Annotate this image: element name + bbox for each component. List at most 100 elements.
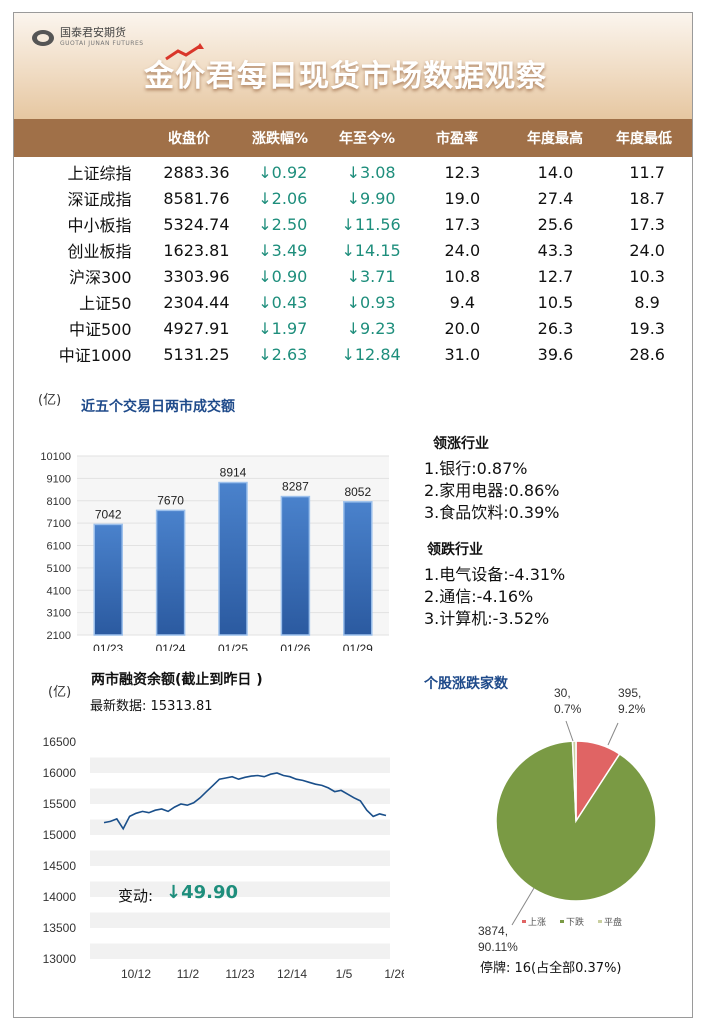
cell-chg: ↓0.43 xyxy=(258,292,308,312)
leading-up-item: 1.银行:0.87% xyxy=(424,459,528,478)
bar-value-label: 7670 xyxy=(157,493,184,507)
cell-low: 17.3 xyxy=(629,214,665,234)
suspend-text: 停牌: 16(占全部0.37%) xyxy=(480,961,622,976)
grid-band xyxy=(90,757,390,773)
legend-swatch xyxy=(522,920,526,923)
y-tick-label: 13500 xyxy=(43,921,77,935)
col-year-low: 年度最低 xyxy=(616,131,672,147)
cell-ytd: ↓3.08 xyxy=(346,162,396,182)
x-tick-label: 01/24 xyxy=(156,642,186,651)
margin-latest-value: 15313.81 xyxy=(150,699,213,714)
legend-label: 平盘 xyxy=(604,916,622,927)
leader-line xyxy=(511,887,535,926)
y-tick-label: 15000 xyxy=(43,828,77,842)
leading-down-item: 1.电气设备:-4.31% xyxy=(424,565,566,584)
leading-down-item: 2.通信:-4.16% xyxy=(424,587,534,606)
legend-swatch xyxy=(560,920,564,923)
cell-close: 5131.25 xyxy=(163,344,230,364)
cell-chg: ↓0.92 xyxy=(258,162,308,182)
y-tick-label: 16000 xyxy=(43,766,77,780)
y-tick-label: 8100 xyxy=(47,496,71,508)
y-tick-label: 14500 xyxy=(43,859,77,873)
cell-close: 2304.44 xyxy=(163,292,230,312)
volume-bar-chart: 2100 3100 4100 5100 6100 7100 8100 9100 10100 704… xyxy=(40,451,389,651)
slice-label: 90.11% xyxy=(478,940,518,954)
grid-band xyxy=(90,850,390,866)
trend-arrow-icon xyxy=(165,43,204,61)
cell-chg: ↓3.49 xyxy=(258,240,308,260)
table-row: 沪深300 3303.96 ↓0.90 ↓3.71 10.8 12.7 10.3 xyxy=(14,263,692,289)
x-tick-label: 1/5 xyxy=(336,967,353,979)
cell-name: 深证成指 xyxy=(67,190,132,209)
cell-chg: ↓2.06 xyxy=(258,188,308,208)
leading-up-item: 2.家用电器:0.86% xyxy=(424,481,560,500)
title-main: 每日现货市场数据观察 xyxy=(237,59,547,94)
x-tick-label: 01/25 xyxy=(218,642,248,651)
cell-high: 25.6 xyxy=(537,214,574,234)
grid-band xyxy=(90,788,390,804)
y-tick-label: 10100 xyxy=(40,451,71,463)
cell-low: 8.9 xyxy=(634,292,660,312)
table-row: 上证综指 2883.36 ↓0.92 ↓3.08 12.3 14.0 11.7 xyxy=(14,159,692,185)
cell-ytd: ↓14.15 xyxy=(341,240,401,260)
cell-close: 5324.74 xyxy=(163,214,230,234)
cell-name: 中证1000 xyxy=(58,346,132,365)
cell-close: 4927.91 xyxy=(163,318,230,338)
cell-chg: ↓2.63 xyxy=(258,344,308,364)
y-tick-label: 15500 xyxy=(43,797,77,811)
slice-label: 30, xyxy=(554,686,571,700)
cell-high: 26.3 xyxy=(537,318,574,338)
margin-latest-label: 最新数据: xyxy=(90,699,147,714)
cell-high: 10.5 xyxy=(537,292,574,312)
pie-slice xyxy=(571,740,577,822)
cell-name: 上证50 xyxy=(79,294,132,313)
cell-close: 1623.81 xyxy=(163,240,230,260)
legend-label: 下跌 xyxy=(566,917,584,927)
report-frame: 国泰君安期货 GUOTAI JUNAN FUTURES 金价君每日现货市场数据观察… xyxy=(13,12,693,1018)
bar-value-label: 7042 xyxy=(95,507,122,521)
cell-low: 19.3 xyxy=(629,318,665,338)
legend-label: 上涨 xyxy=(528,917,546,927)
col-pe: 市盈率 xyxy=(436,131,478,147)
cell-pe: 10.8 xyxy=(444,266,481,286)
cell-ytd: ↓3.71 xyxy=(346,266,396,286)
leading-down-title: 领跌行业 xyxy=(427,542,483,558)
table-row: 上证50 2304.44 ↓0.43 ↓0.93 9.4 10.5 8.9 xyxy=(14,289,692,315)
col-year-high: 年度最高 xyxy=(527,131,583,147)
title-brand: 金价君 xyxy=(144,59,237,94)
grid-band xyxy=(90,943,390,959)
bar xyxy=(93,523,123,636)
cell-low: 11.7 xyxy=(629,162,665,182)
cell-low: 28.6 xyxy=(629,344,665,364)
breadth-title: 个股涨跌家数 xyxy=(424,676,508,692)
leading-down-item: 3.计算机:-3.52% xyxy=(424,609,550,628)
cell-name: 沪深300 xyxy=(68,268,132,287)
cell-name: 中证500 xyxy=(68,320,132,339)
bar xyxy=(343,501,373,636)
header-banner: 国泰君安期货 GUOTAI JUNAN FUTURES 金价君每日现货市场数据观察 xyxy=(14,13,692,119)
y-tick-label: 13000 xyxy=(43,952,77,966)
col-ytd: 年至今% xyxy=(338,131,396,147)
table-row: 创业板指 1623.81 ↓3.49 ↓14.15 24.0 43.3 24.0 xyxy=(14,237,692,263)
margin-line xyxy=(103,772,387,831)
logo-subtext: GUOTAI JUNAN FUTURES xyxy=(60,40,144,47)
y-tick-label: 14000 xyxy=(43,890,77,904)
y-tick-label: 5100 xyxy=(47,563,71,575)
col-change: 涨跌幅% xyxy=(251,131,309,147)
cell-close: 2883.36 xyxy=(163,162,230,182)
y-tick-label: 16500 xyxy=(43,735,77,749)
cell-low: 24.0 xyxy=(629,240,665,260)
cell-high: 14.0 xyxy=(537,162,574,182)
table-row: 中小板指 5324.74 ↓2.50 ↓11.56 17.3 25.6 17.3 xyxy=(14,211,692,237)
cell-chg: ↓0.90 xyxy=(258,266,308,286)
margin-title: 两市融资余额(截止到昨日 ) xyxy=(91,672,263,688)
x-tick-label: 11/23 xyxy=(225,967,254,979)
margin-latest: 最新数据: 15313.81 xyxy=(90,695,213,714)
margin-change-value: ↓49.90 xyxy=(166,882,239,903)
x-tick-label: 10/12 xyxy=(121,967,151,979)
cell-ytd: ↓9.23 xyxy=(346,318,396,338)
bar-value-label: 8287 xyxy=(282,480,309,494)
bar xyxy=(280,495,311,636)
bar xyxy=(218,481,248,636)
company-logo: 国泰君安期货 GUOTAI JUNAN FUTURES xyxy=(32,27,144,49)
